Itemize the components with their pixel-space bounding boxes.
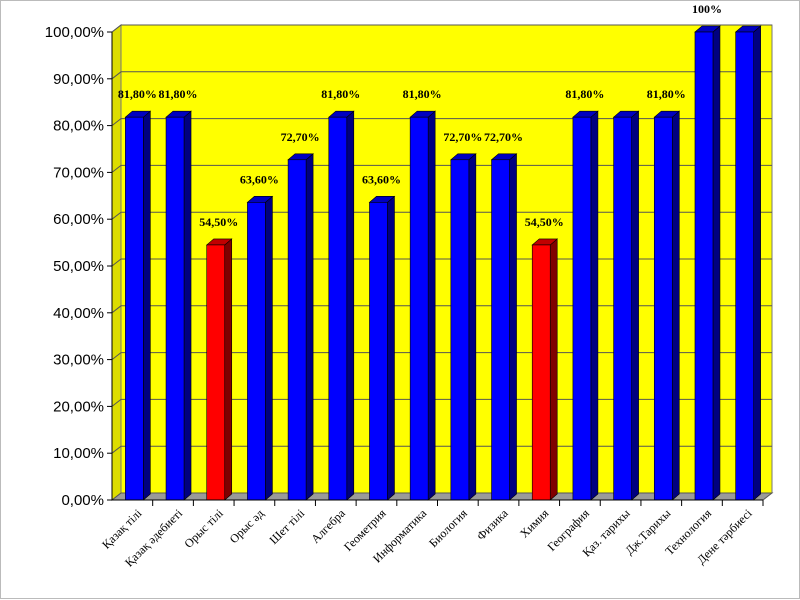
bar-front <box>653 116 673 501</box>
data-label: 63,60% <box>240 172 279 186</box>
data-label: 81,80% <box>647 87 686 101</box>
bar <box>653 110 681 501</box>
y-tick-label: 90,00% <box>53 71 104 88</box>
bar-front <box>165 116 185 501</box>
data-labels: 81,80% 81,80%54,50%63,60%72,70%81,80%63,6… <box>118 2 722 229</box>
bar <box>327 110 355 501</box>
data-label: 54,50% <box>199 215 238 229</box>
y-axis: 0,00% 10,00% 20,00% 30,00% 40,00% 50,00% 60,00… <box>45 24 113 509</box>
gridline <box>111 211 772 220</box>
bar-front <box>450 159 470 501</box>
bar <box>490 153 518 501</box>
bar-side <box>509 153 517 501</box>
data-label: 63,60% <box>362 172 401 186</box>
data-label: 81,80% <box>321 87 360 101</box>
bar-side <box>305 153 314 501</box>
bar-side <box>671 110 680 501</box>
bar-side <box>712 25 721 501</box>
bar <box>205 238 233 501</box>
bar-side <box>265 195 273 501</box>
bar-front <box>694 31 714 501</box>
y-tick-label: 80,00% <box>53 118 104 135</box>
bar-side <box>753 25 761 501</box>
data-label: 81,80% <box>159 87 198 101</box>
bar-front <box>572 116 592 501</box>
data-label: 81,80% <box>403 87 442 101</box>
gridline <box>111 164 772 173</box>
y-tick-label: 20,00% <box>53 398 104 415</box>
bar-front <box>287 159 307 501</box>
bar-side <box>143 110 151 501</box>
data-label: 54,50% <box>525 215 564 229</box>
bar-side <box>224 238 233 501</box>
bar-side <box>590 110 599 501</box>
bar <box>124 110 152 501</box>
bar-side <box>549 238 558 501</box>
bar <box>287 153 314 501</box>
gridline <box>111 71 772 80</box>
bars <box>124 25 762 501</box>
bar <box>246 195 274 501</box>
bar-front <box>247 202 266 501</box>
bar-front <box>206 244 226 501</box>
bar-side <box>183 110 192 501</box>
bar <box>409 110 436 501</box>
y-tick-label: 40,00% <box>53 305 104 322</box>
y-tick-label: 30,00% <box>53 352 104 369</box>
bar-side <box>346 110 355 501</box>
bar-front <box>328 116 348 501</box>
data-label: 72,70% <box>484 130 523 144</box>
gridline <box>111 24 772 33</box>
bar <box>734 25 762 501</box>
data-label: 81,80% <box>118 87 157 101</box>
bar-side <box>468 153 477 501</box>
bar-side <box>427 110 436 501</box>
bar <box>572 110 599 501</box>
bar <box>531 238 559 501</box>
bar-front <box>369 202 388 501</box>
bar <box>450 153 477 501</box>
y-tick-label: 70,00% <box>53 164 104 181</box>
bar-front <box>409 116 429 501</box>
bar-front <box>125 116 144 501</box>
bar <box>612 110 640 501</box>
data-label: 81,80% <box>565 87 604 101</box>
y-tick-label: 0,00% <box>61 492 104 509</box>
bar-side <box>631 110 639 501</box>
gridline <box>111 118 772 126</box>
y-tick-label: 50,00% <box>53 258 104 275</box>
data-label: 72,70% <box>443 130 482 144</box>
bar <box>694 25 721 501</box>
bar <box>165 110 192 501</box>
bar-front <box>735 31 754 501</box>
bar-front <box>613 116 632 501</box>
y-tick-label: 10,00% <box>53 445 104 462</box>
gridlines <box>111 24 772 454</box>
data-label: 100% <box>692 2 722 16</box>
bar <box>368 195 396 501</box>
bar-front <box>531 244 551 501</box>
y-tick-label: 60,00% <box>53 211 104 228</box>
bar-front <box>491 159 510 501</box>
data-label: 72,70% <box>281 130 320 144</box>
bar-side <box>387 195 395 501</box>
y-tick-label: 100,00% <box>45 24 104 41</box>
